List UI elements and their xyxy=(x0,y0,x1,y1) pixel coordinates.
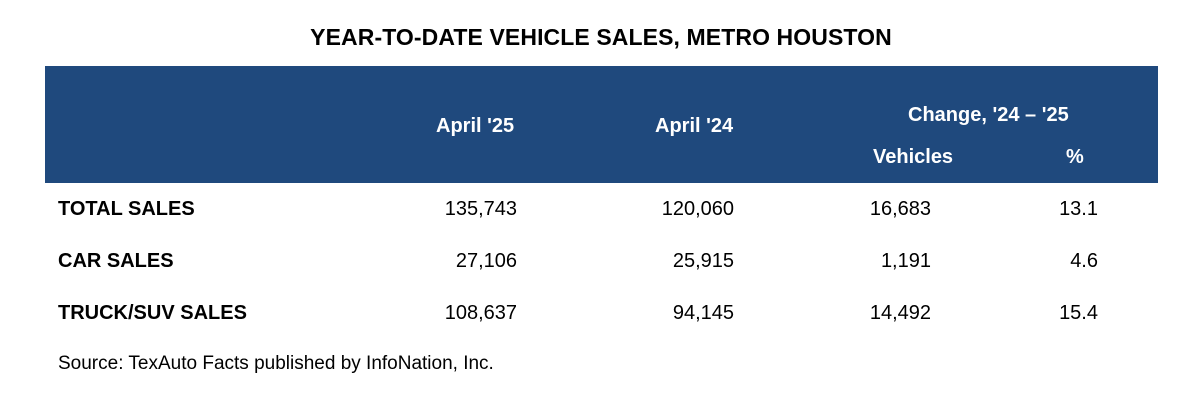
cell-change-percent: 15.4 xyxy=(1059,302,1098,324)
cell-april-24: 120,060 xyxy=(661,198,734,220)
table-header xyxy=(45,66,1158,183)
cell-change-vehicles: 16,683 xyxy=(869,198,931,220)
cell-april-25: 108,637 xyxy=(444,302,517,324)
cell-change-vehicles: 1,191 xyxy=(880,250,931,272)
column-header-percent: % xyxy=(1066,146,1084,168)
cell-change-vehicles: 14,492 xyxy=(869,302,931,324)
column-header-april-24: April '24 xyxy=(655,115,734,137)
cell-april-24: 25,915 xyxy=(672,250,734,272)
cell-april-24: 94,145 xyxy=(672,302,734,324)
row-label: TOTAL SALES xyxy=(58,198,195,220)
row-label: CAR SALES xyxy=(58,250,174,272)
cell-april-25: 135,743 xyxy=(444,198,517,220)
column-header-vehicles: Vehicles xyxy=(873,146,954,168)
table-title: YEAR-TO-DATE VEHICLE SALES, METRO HOUSTO… xyxy=(310,24,892,50)
cell-change-percent: 4.6 xyxy=(1070,250,1098,272)
cell-change-percent: 13.1 xyxy=(1059,198,1098,220)
column-header-change: Change, '24 – '25 xyxy=(908,104,1069,126)
source-note: Source: TexAuto Facts published by InfoN… xyxy=(58,353,494,374)
cell-april-25: 27,106 xyxy=(455,250,517,272)
column-header-april-25: April '25 xyxy=(436,115,515,137)
row-label: TRUCK/SUV SALES xyxy=(58,302,247,324)
